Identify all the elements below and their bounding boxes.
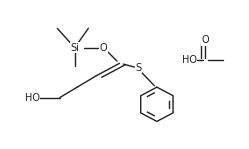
Text: O: O: [100, 43, 107, 53]
Text: HO: HO: [25, 93, 40, 103]
Text: HO: HO: [182, 55, 197, 65]
Text: S: S: [135, 63, 141, 73]
Text: Si: Si: [70, 43, 79, 53]
Text: O: O: [202, 35, 209, 45]
